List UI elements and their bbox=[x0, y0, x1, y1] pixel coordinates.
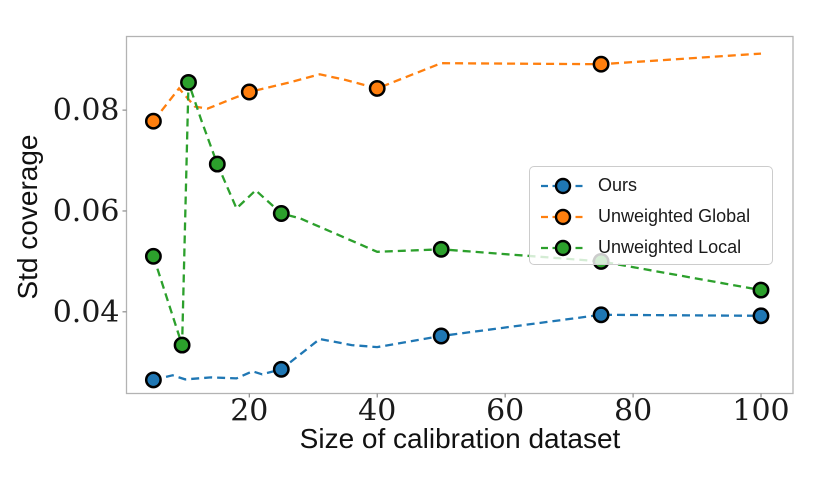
legend-label: Unweighted Local bbox=[598, 237, 742, 257]
legend-label: Unweighted Global bbox=[598, 206, 751, 226]
data-point-ours bbox=[752, 307, 770, 325]
y-tick-label: 0.06 bbox=[53, 194, 120, 229]
x-tick-label: 100 bbox=[732, 394, 789, 429]
data-point-ours bbox=[272, 360, 290, 378]
data-point-unweighted-global bbox=[592, 55, 610, 73]
legend-label: Ours bbox=[598, 175, 638, 195]
legend-item-ours: Ours bbox=[530, 170, 772, 201]
legend-line-sample bbox=[541, 177, 585, 194]
legend-marker bbox=[554, 177, 572, 194]
data-point-ours bbox=[592, 306, 610, 324]
data-point-unweighted-global bbox=[144, 112, 162, 130]
legend-item-unweighted-local: Unweighted Local bbox=[530, 232, 772, 263]
y-axis-label: Std coverage bbox=[12, 134, 43, 300]
x-axis-label: Size of calibration dataset bbox=[299, 423, 621, 454]
legend-marker bbox=[554, 239, 572, 256]
data-point-unweighted-local bbox=[208, 155, 226, 173]
legend-line-sample bbox=[541, 208, 585, 225]
data-point-ours bbox=[432, 327, 450, 345]
x-tick-label: 20 bbox=[230, 394, 268, 429]
y-tick-label: 0.08 bbox=[53, 93, 120, 128]
y-tick-label: 0.04 bbox=[53, 295, 120, 330]
legend: Ours Unweighted Global Unweighted Local bbox=[529, 166, 773, 265]
data-point-unweighted-local bbox=[752, 281, 770, 299]
data-point-unweighted-local bbox=[173, 336, 191, 354]
plot-border bbox=[125, 35, 794, 395]
legend-line-sample bbox=[541, 239, 585, 256]
x-tick-label: 60 bbox=[486, 394, 524, 429]
data-point-unweighted-local bbox=[144, 247, 162, 265]
data-point-unweighted-local bbox=[432, 240, 450, 258]
x-tick-label: 80 bbox=[614, 394, 652, 429]
data-point-unweighted-local bbox=[272, 205, 290, 222]
data-point-ours bbox=[144, 371, 162, 389]
data-point-unweighted-global bbox=[240, 83, 258, 101]
legend-item-unweighted-global: Unweighted Global bbox=[530, 201, 772, 232]
data-point-unweighted-local bbox=[180, 73, 197, 91]
legend-marker bbox=[554, 208, 572, 225]
x-tick-label: 40 bbox=[358, 394, 396, 429]
series-line-ours bbox=[153, 313, 762, 382]
data-point-unweighted-global bbox=[368, 79, 386, 97]
